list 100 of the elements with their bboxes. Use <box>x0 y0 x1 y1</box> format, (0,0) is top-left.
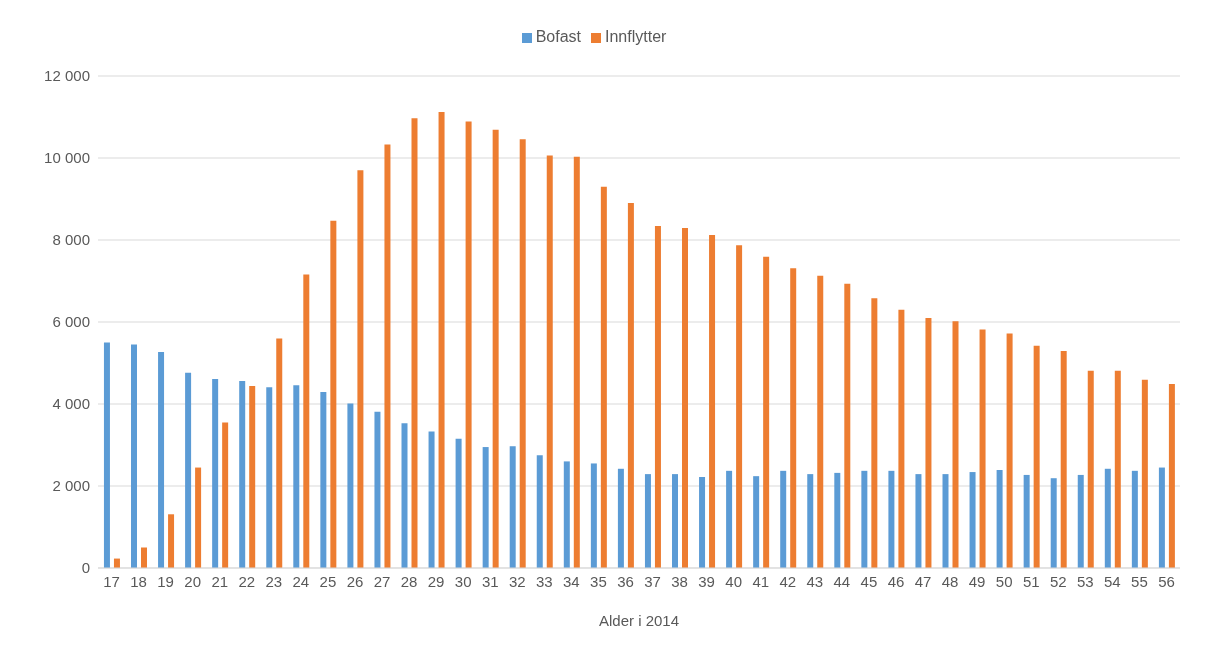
bar <box>428 431 435 568</box>
bar <box>303 274 310 568</box>
x-tick-label: 30 <box>454 572 472 590</box>
bar <box>131 344 137 568</box>
bar <box>168 514 175 568</box>
bar <box>1104 468 1111 568</box>
bar <box>672 474 678 568</box>
bar <box>763 256 770 568</box>
bar <box>726 470 733 568</box>
bar <box>519 139 526 568</box>
bar <box>266 387 273 568</box>
x-axis-title: Alder i 2014 <box>598 612 680 629</box>
bar <box>790 268 797 568</box>
bar <box>1087 370 1094 568</box>
x-tick-label: 29 <box>427 572 445 590</box>
x-tick-label: 50 <box>995 572 1013 590</box>
bar <box>644 474 651 568</box>
x-tick-label: 49 <box>968 572 986 590</box>
bar <box>536 455 543 568</box>
legend-label: Innflytter <box>605 28 667 45</box>
x-tick-label: 46 <box>887 572 905 590</box>
x-tick-label: 24 <box>292 572 310 590</box>
x-tick-label: 48 <box>941 572 959 590</box>
x-tick-label: 33 <box>535 572 553 590</box>
x-tick-label: 27 <box>373 572 391 590</box>
bar <box>1131 470 1138 568</box>
bar <box>861 470 868 568</box>
x-tick-label: 31 <box>481 572 499 590</box>
x-tick-label: 56 <box>1158 572 1175 590</box>
y-tick-label: 8 000 <box>52 231 90 249</box>
bar <box>915 474 922 568</box>
bar <box>1033 345 1040 568</box>
bar <box>249 385 256 568</box>
bar <box>844 283 851 568</box>
bar <box>699 476 706 568</box>
x-tick-label: 47 <box>914 572 932 590</box>
y-tick-label: 0 <box>81 559 90 577</box>
x-tick-label: 36 <box>617 572 634 590</box>
x-tick-label: 45 <box>860 572 878 590</box>
bar <box>401 423 408 568</box>
bar <box>1158 467 1165 568</box>
bar <box>438 112 445 568</box>
x-tick-label: 41 <box>752 572 770 590</box>
x-tick-label: 42 <box>779 572 797 590</box>
bar <box>709 235 716 568</box>
bar <box>888 470 895 568</box>
x-tick-label: 43 <box>806 572 824 590</box>
y-tick-label: 10 000 <box>44 149 90 167</box>
bar <box>158 351 165 568</box>
bar <box>374 411 381 568</box>
bar <box>492 129 499 568</box>
bar <box>1114 370 1121 568</box>
bar <box>969 472 976 568</box>
bar <box>834 472 841 568</box>
bar <box>600 186 607 568</box>
x-tick-label: 32 <box>508 572 526 590</box>
x-tick-label: 34 <box>563 572 580 590</box>
bar <box>509 446 516 568</box>
bar <box>942 474 949 568</box>
x-tick-label: 39 <box>698 572 715 590</box>
x-tick-label: 37 <box>644 572 661 590</box>
x-tick-label: 17 <box>103 572 120 590</box>
bar <box>573 156 580 568</box>
bar <box>411 118 418 568</box>
bar <box>952 321 959 568</box>
x-tick-label: 28 <box>400 572 418 590</box>
y-tick-label: 6 000 <box>52 313 90 331</box>
bar <box>627 203 634 568</box>
bar <box>807 474 814 568</box>
x-tick-label: 55 <box>1131 572 1148 590</box>
bar <box>455 438 462 568</box>
x-tick-label: 22 <box>238 572 256 590</box>
bar <box>465 121 472 568</box>
bar <box>276 338 283 568</box>
x-tick-label: 51 <box>1022 572 1040 590</box>
bar <box>1141 379 1148 568</box>
x-tick-label: 53 <box>1076 572 1094 590</box>
bar <box>871 298 878 568</box>
x-tick-label: 54 <box>1104 572 1121 590</box>
x-tick-label: 35 <box>590 572 607 590</box>
x-tick-label: 25 <box>319 572 337 590</box>
bar <box>141 547 147 568</box>
x-tick-label: 26 <box>346 572 364 590</box>
x-tick-label: 40 <box>725 572 743 590</box>
x-tick-label: 52 <box>1049 572 1067 590</box>
bar <box>1006 333 1013 568</box>
bar <box>617 468 624 568</box>
y-tick-label: 2 000 <box>52 477 90 495</box>
bar <box>212 378 219 568</box>
bar <box>996 470 1003 568</box>
bar <box>590 463 597 568</box>
bar <box>780 470 787 568</box>
x-tick-label: 38 <box>671 572 688 590</box>
bar <box>1023 474 1030 568</box>
bar <box>293 385 300 568</box>
bar <box>1077 474 1084 568</box>
bar <box>357 170 364 568</box>
y-tick-label: 12 000 <box>44 67 90 85</box>
bar <box>563 461 570 568</box>
bar <box>546 155 553 568</box>
